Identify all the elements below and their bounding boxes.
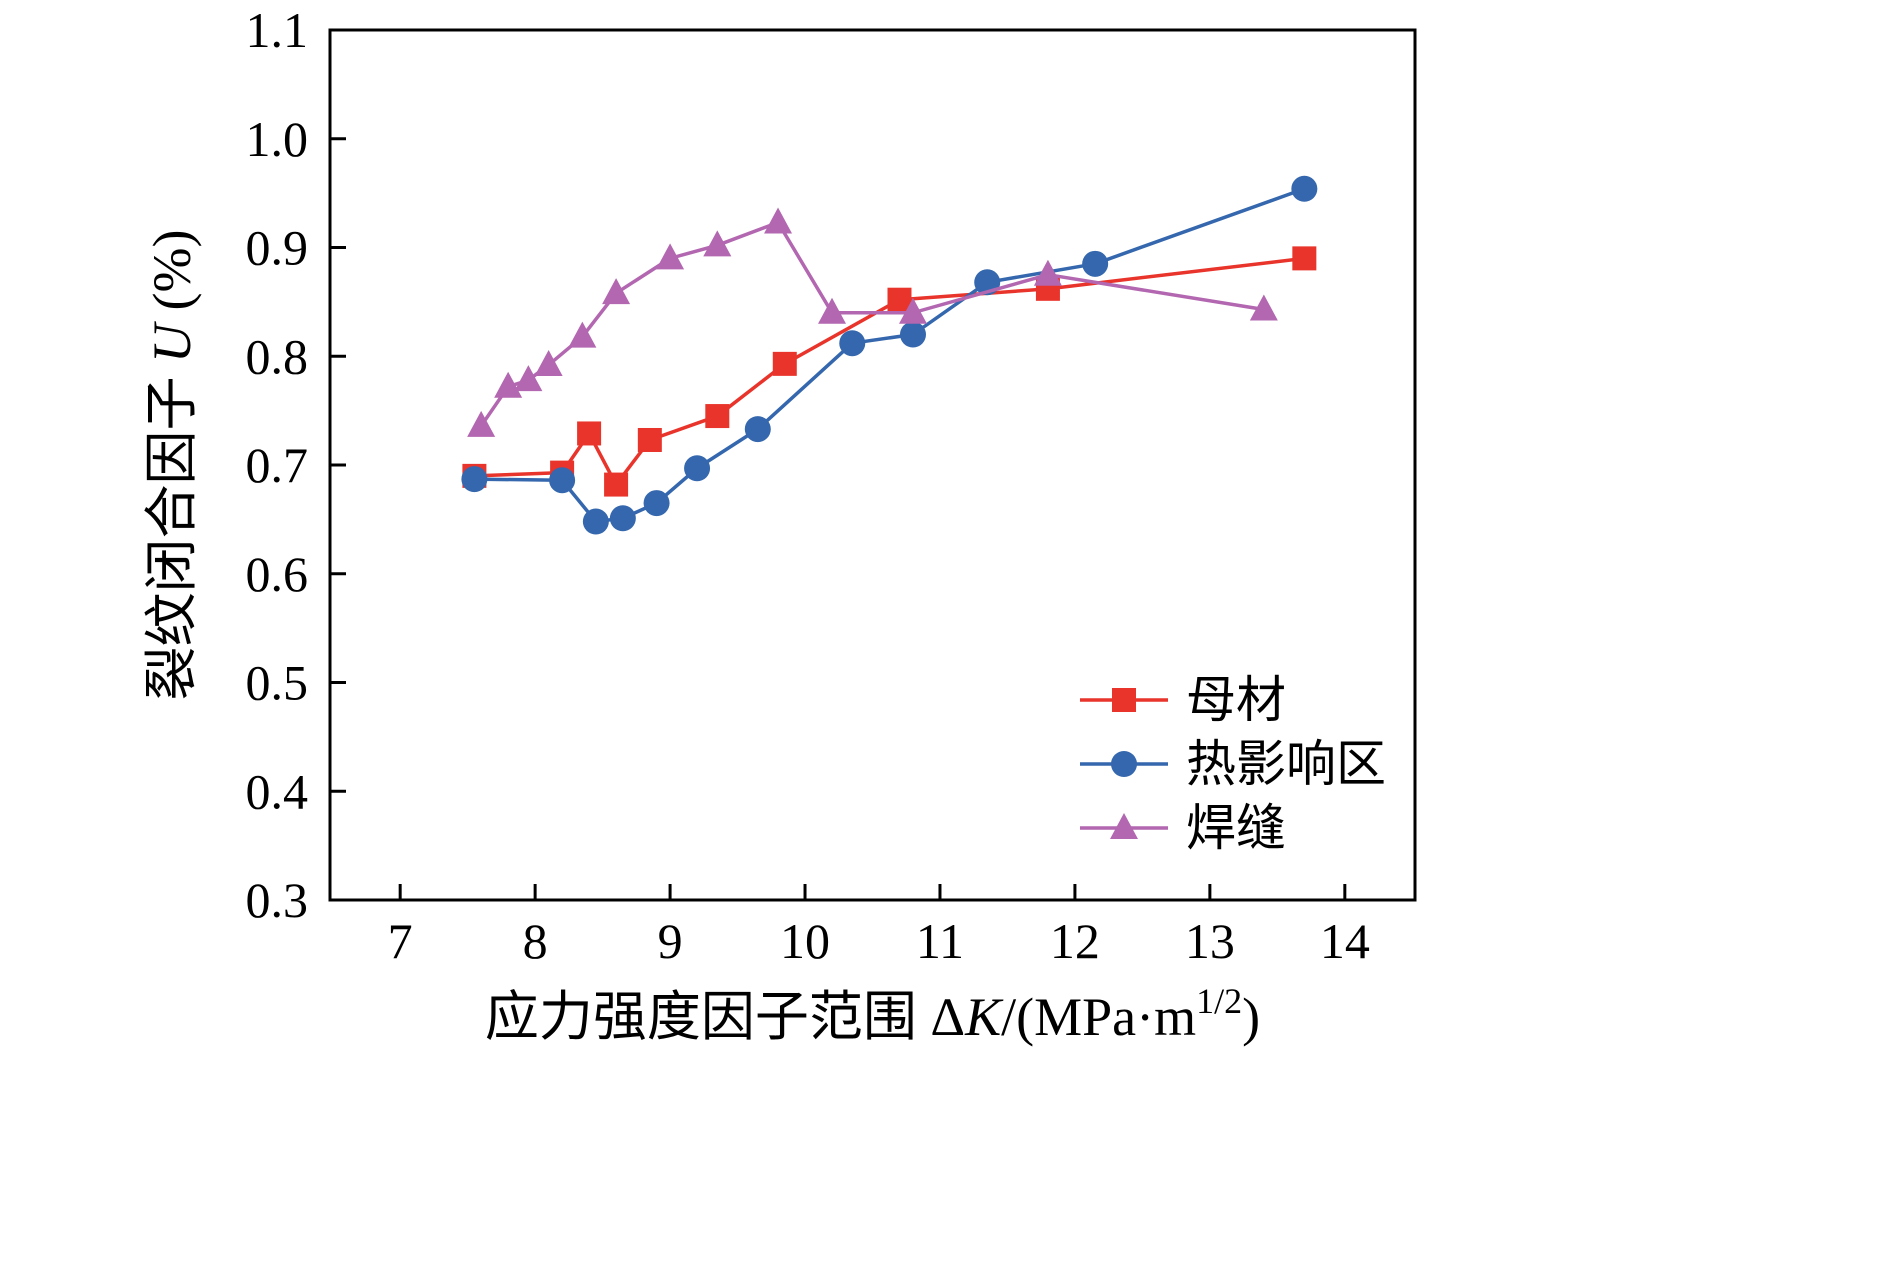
axis-label-part: 裂纹闭合因子 <box>142 363 202 701</box>
data-point-triangle <box>818 297 847 324</box>
data-point-triangle <box>898 297 927 324</box>
data-point-square <box>705 404 730 429</box>
data-point-circle <box>549 467 576 494</box>
series-1 <box>461 175 1318 535</box>
data-point-square <box>604 472 629 497</box>
axis-ticks: 7 8 9 10 11 12 13 14 0.3 0.4 0.5 0.6 0.7 0.8 0.9 1.0 1.1 <box>246 2 1370 969</box>
data-point-circle <box>1111 751 1137 777</box>
y-tick-label: 0.6 <box>246 546 309 602</box>
series-1-line <box>472 187 1307 524</box>
axis-label-part: U <box>142 321 202 363</box>
data-point-square <box>1292 246 1317 271</box>
x-tick-label: 7 <box>388 913 413 969</box>
y-tick-label: 0.3 <box>246 872 309 928</box>
legend-item-1: 热影响区 <box>1080 736 1386 792</box>
data-point-square <box>887 287 912 312</box>
y-tick-label: 0.5 <box>246 655 309 711</box>
x-axis-label: 应力强度因子范围 ΔK/(MPa·m1/2) <box>485 981 1260 1047</box>
x-tick-label: 12 <box>1050 913 1100 969</box>
x-tick-label: 11 <box>916 913 964 969</box>
data-point-circle <box>839 330 866 357</box>
data-point-square <box>1112 688 1136 712</box>
data-point-square <box>637 427 662 452</box>
data-point-triangle <box>703 230 732 257</box>
y-tick-label: 0.7 <box>246 437 309 493</box>
x-tick-label: 9 <box>658 913 683 969</box>
x-tick-label: 13 <box>1185 913 1235 969</box>
data-point-square <box>577 421 602 446</box>
data-point-circle <box>744 416 771 443</box>
legend-label: 焊缝 <box>1186 800 1286 856</box>
series-2 <box>467 207 1278 437</box>
axis-label-part: (%) <box>142 230 202 324</box>
data-point-circle <box>582 508 609 535</box>
data-point-triangle <box>764 207 793 234</box>
y-tick-label: 0.4 <box>246 763 309 819</box>
data-point-circle <box>643 490 670 517</box>
x-tick-label: 10 <box>780 913 830 969</box>
data-point-triangle <box>1110 813 1138 839</box>
series-2-line <box>479 220 1266 428</box>
data-point-triangle <box>568 321 597 348</box>
data-point-square <box>772 351 797 376</box>
legend-item-0: 母材 <box>1080 672 1286 728</box>
axis-label-part: 应力强度因子范围 <box>485 987 931 1047</box>
data-point-triangle <box>1249 294 1278 321</box>
axis-label-part: K <box>964 987 1004 1047</box>
data-point-triangle <box>534 349 563 376</box>
y-tick-label: 0.9 <box>246 220 309 276</box>
axis-label-part: /(MPa·m <box>1001 987 1196 1047</box>
data-point-circle <box>899 321 926 348</box>
legend-item-2: 焊缝 <box>1080 800 1286 856</box>
data-point-circle <box>609 505 636 532</box>
axis-label-part: ) <box>1242 987 1260 1047</box>
y-tick-label: 0.8 <box>246 328 309 384</box>
data-point-triangle <box>656 243 685 270</box>
y-axis-label: 裂纹闭合因子 U (%) <box>142 230 202 701</box>
y-tick-label: 1.0 <box>246 111 309 167</box>
series-0 <box>462 246 1317 497</box>
x-tick-label: 8 <box>523 913 548 969</box>
data-point-circle <box>1082 250 1109 277</box>
x-tick-label: 14 <box>1320 913 1370 969</box>
data-point-circle <box>1291 175 1318 202</box>
data-point-triangle <box>602 278 631 305</box>
axis-label-part: 1/2 <box>1196 981 1242 1021</box>
y-tick-label: 1.1 <box>246 2 309 58</box>
legend-label: 热影响区 <box>1186 736 1386 792</box>
data-point-circle <box>461 466 488 493</box>
axis-label-part: Δ <box>930 987 965 1047</box>
data-point-circle <box>684 455 711 482</box>
data-point-triangle <box>467 410 496 437</box>
data-point-triangle <box>1033 259 1062 286</box>
legend-label: 母材 <box>1186 672 1286 728</box>
data-point-triangle <box>514 365 543 392</box>
data-point-triangle <box>494 371 523 398</box>
